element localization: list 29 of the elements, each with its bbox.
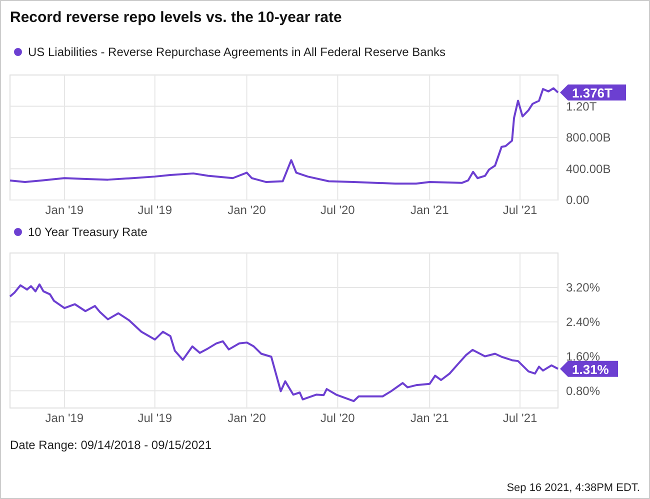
annotation: 1.376T: [572, 86, 613, 100]
legend-label: 10 Year Treasury Rate: [28, 225, 148, 239]
x-tick-label: Jul '21: [502, 411, 538, 425]
annotation: 1.31%: [572, 362, 610, 377]
x-tick-label: Jul '21: [502, 203, 538, 217]
line-series: [9, 283, 559, 402]
y-tick-label: 800.00B: [566, 130, 611, 144]
y-tick-label: 400.00B: [566, 162, 611, 176]
y-tick-label: 0.00: [566, 193, 590, 207]
line-series: [9, 87, 559, 185]
text: Date Range: 09/14/2018 - 09/15/2021: [10, 438, 212, 452]
x-tick-label: Jul '20: [320, 203, 356, 217]
y-tick-label: 0.80%: [566, 384, 600, 398]
chart-title: Record reverse repo levels vs. the 10-year rate: [10, 9, 342, 26]
y-tick-label: 2.40%: [566, 314, 600, 329]
x-tick-label: Jan '20: [228, 411, 266, 425]
x-tick-label: Jan '21: [410, 411, 450, 425]
x-tick-label: Jan '19: [45, 411, 84, 425]
y-tick-label: 1.20T: [566, 99, 598, 114]
x-tick-label: Jan '21: [410, 203, 450, 217]
x-tick-label: Jul '19: [138, 411, 172, 425]
text: Sep 16 2021, 4:38PM EDT.: [506, 482, 640, 494]
y-tick-label: 3.20%: [566, 280, 600, 294]
x-tick-label: Jul '19: [138, 203, 172, 217]
x-tick-label: Jul '20: [320, 411, 356, 425]
x-tick-label: Jan '20: [228, 203, 266, 217]
y-tick-label: 1.60%: [566, 349, 600, 364]
x-tick-label: Jan '19: [45, 203, 84, 217]
legend-label: US Liabilities - Reverse Repurchase Agreements in All Federal Reserve Banks: [28, 45, 446, 59]
